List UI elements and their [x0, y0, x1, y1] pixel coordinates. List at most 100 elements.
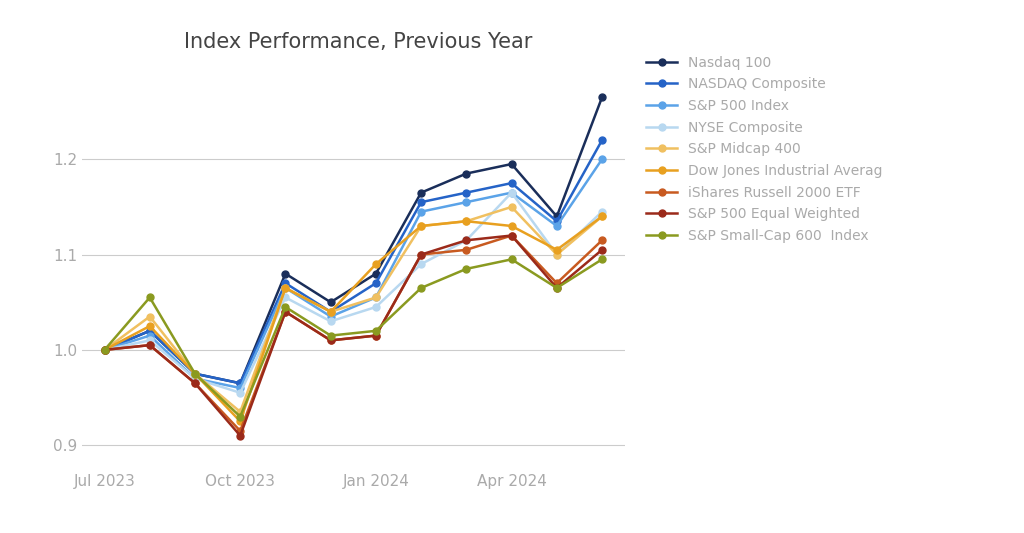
- iShares Russell 2000 ETF: [98, 346, 111, 353]
- S&P 500 Equal Weighted: [143, 342, 156, 349]
- S&P Small-Cap 600  Index: [280, 304, 292, 310]
- NASDAQ Composite: [596, 137, 608, 143]
- Dow Jones Industrial Averag: [415, 223, 427, 229]
- S&P Small-Cap 600  Index: [460, 265, 472, 272]
- S&P 500 Equal Weighted: [551, 285, 563, 291]
- Nasdaq 100: [143, 328, 156, 334]
- Dow Jones Industrial Averag: [325, 309, 337, 315]
- NYSE Composite: [280, 294, 292, 301]
- Line: NYSE Composite: NYSE Composite: [101, 189, 605, 396]
- S&P Midcap 400: [98, 346, 111, 353]
- NYSE Composite: [188, 375, 201, 382]
- iShares Russell 2000 ETF: [370, 333, 382, 339]
- S&P Small-Cap 600  Index: [143, 294, 156, 301]
- S&P 500 Index: [188, 375, 201, 382]
- S&P 500 Equal Weighted: [596, 247, 608, 253]
- NYSE Composite: [551, 252, 563, 258]
- NASDAQ Composite: [506, 180, 518, 187]
- S&P 500 Index: [596, 156, 608, 163]
- S&P 500 Index: [280, 285, 292, 291]
- S&P 500 Equal Weighted: [370, 333, 382, 339]
- S&P Midcap 400: [280, 285, 292, 291]
- S&P 500 Index: [143, 333, 156, 339]
- S&P Small-Cap 600  Index: [98, 346, 111, 353]
- S&P 500 Equal Weighted: [506, 232, 518, 239]
- Dow Jones Industrial Averag: [98, 346, 111, 353]
- Dow Jones Industrial Averag: [234, 418, 247, 425]
- S&P 500 Index: [551, 223, 563, 229]
- S&P 500 Equal Weighted: [188, 380, 201, 386]
- S&P 500 Index: [460, 199, 472, 205]
- iShares Russell 2000 ETF: [415, 252, 427, 258]
- NYSE Composite: [234, 390, 247, 396]
- iShares Russell 2000 ETF: [460, 247, 472, 253]
- S&P Small-Cap 600  Index: [188, 370, 201, 377]
- S&P Midcap 400: [460, 218, 472, 224]
- iShares Russell 2000 ETF: [188, 380, 201, 386]
- Dow Jones Industrial Averag: [143, 323, 156, 329]
- NYSE Composite: [596, 208, 608, 215]
- S&P 500 Index: [98, 346, 111, 353]
- Nasdaq 100: [234, 380, 247, 386]
- iShares Russell 2000 ETF: [506, 232, 518, 239]
- NASDAQ Composite: [370, 280, 382, 286]
- Line: Nasdaq 100: Nasdaq 100: [101, 94, 605, 387]
- NASDAQ Composite: [415, 199, 427, 205]
- NASDAQ Composite: [325, 309, 337, 315]
- iShares Russell 2000 ETF: [143, 342, 156, 349]
- S&P 500 Index: [415, 208, 427, 215]
- NASDAQ Composite: [460, 189, 472, 196]
- Dow Jones Industrial Averag: [506, 223, 518, 229]
- Dow Jones Industrial Averag: [551, 247, 563, 253]
- Line: S&P Midcap 400: S&P Midcap 400: [101, 204, 605, 415]
- NASDAQ Composite: [280, 280, 292, 286]
- Nasdaq 100: [98, 346, 111, 353]
- Dow Jones Industrial Averag: [280, 285, 292, 291]
- Dow Jones Industrial Averag: [370, 261, 382, 268]
- Nasdaq 100: [188, 370, 201, 377]
- NYSE Composite: [325, 318, 337, 325]
- S&P Small-Cap 600  Index: [596, 256, 608, 263]
- NASDAQ Composite: [551, 218, 563, 224]
- iShares Russell 2000 ETF: [596, 237, 608, 244]
- iShares Russell 2000 ETF: [234, 427, 247, 434]
- S&P Midcap 400: [415, 223, 427, 229]
- Text: Index Performance, Previous Year: Index Performance, Previous Year: [184, 32, 532, 52]
- S&P 500 Equal Weighted: [325, 337, 337, 344]
- Dow Jones Industrial Averag: [460, 218, 472, 224]
- S&P 500 Index: [234, 385, 247, 391]
- S&P Midcap 400: [188, 370, 201, 377]
- S&P Midcap 400: [234, 409, 247, 415]
- S&P Small-Cap 600  Index: [325, 333, 337, 339]
- S&P Small-Cap 600  Index: [370, 328, 382, 334]
- S&P 500 Index: [506, 189, 518, 196]
- NYSE Composite: [415, 261, 427, 268]
- NASDAQ Composite: [188, 370, 201, 377]
- Legend: Nasdaq 100, NASDAQ Composite, S&P 500 Index, NYSE Composite, S&P Midcap 400, Dow: Nasdaq 100, NASDAQ Composite, S&P 500 In…: [646, 56, 883, 243]
- S&P Midcap 400: [325, 309, 337, 315]
- Nasdaq 100: [460, 171, 472, 177]
- iShares Russell 2000 ETF: [280, 309, 292, 315]
- S&P Midcap 400: [370, 294, 382, 301]
- Dow Jones Industrial Averag: [188, 370, 201, 377]
- S&P Midcap 400: [551, 252, 563, 258]
- Nasdaq 100: [370, 270, 382, 277]
- S&P Small-Cap 600  Index: [506, 256, 518, 263]
- Nasdaq 100: [415, 189, 427, 196]
- NASDAQ Composite: [98, 346, 111, 353]
- S&P Midcap 400: [506, 204, 518, 210]
- S&P 500 Index: [325, 313, 337, 320]
- S&P Midcap 400: [596, 213, 608, 220]
- Nasdaq 100: [506, 161, 518, 167]
- Nasdaq 100: [280, 270, 292, 277]
- S&P 500 Equal Weighted: [280, 309, 292, 315]
- S&P Small-Cap 600  Index: [551, 285, 563, 291]
- Line: iShares Russell 2000 ETF: iShares Russell 2000 ETF: [101, 232, 605, 434]
- Nasdaq 100: [325, 299, 337, 305]
- S&P 500 Equal Weighted: [460, 237, 472, 244]
- iShares Russell 2000 ETF: [325, 337, 337, 344]
- NYSE Composite: [370, 304, 382, 310]
- NASDAQ Composite: [143, 328, 156, 334]
- NYSE Composite: [143, 337, 156, 344]
- Dow Jones Industrial Averag: [596, 213, 608, 220]
